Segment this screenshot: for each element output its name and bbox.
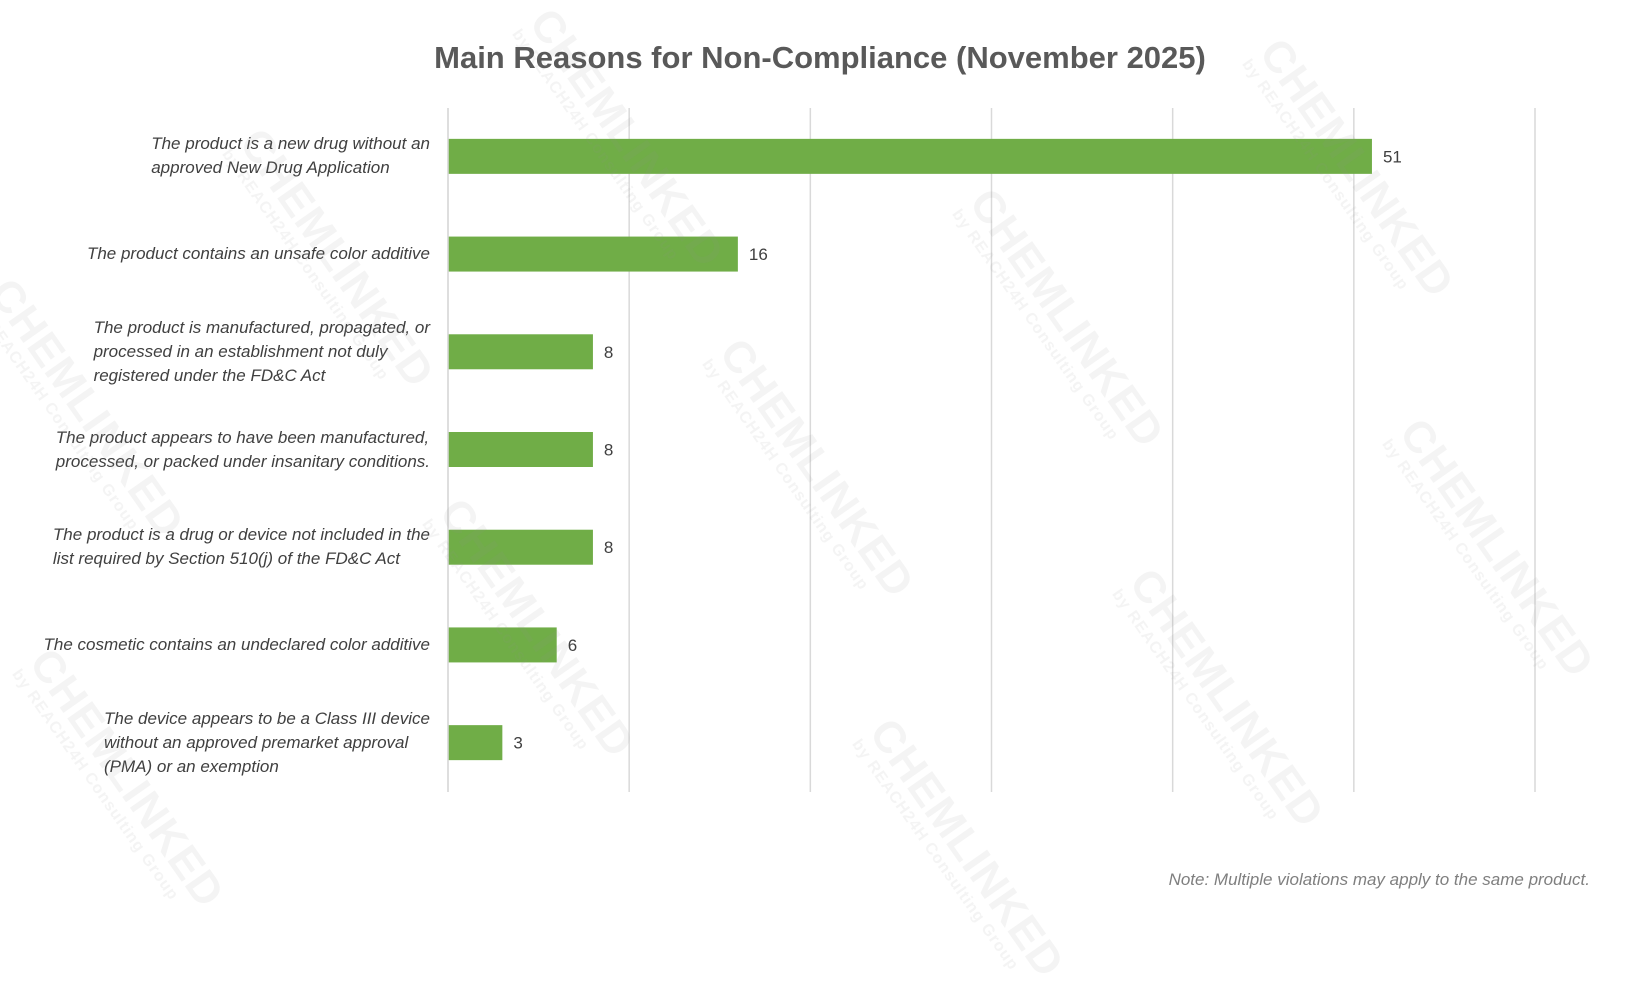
category-label: The product appears to have been manufac… <box>55 427 430 471</box>
bar <box>448 725 503 761</box>
bar <box>448 529 593 565</box>
data-label: 8 <box>604 538 613 557</box>
category-label: The cosmetic contains an undeclared colo… <box>43 634 431 654</box>
data-label: 16 <box>749 245 768 264</box>
data-label: 8 <box>604 441 613 460</box>
chart-note: Note: Multiple violations may apply to t… <box>1168 870 1590 889</box>
data-label: 51 <box>1383 147 1402 166</box>
bar <box>448 138 1372 174</box>
category-label: The product contains an unsafe color add… <box>86 244 430 264</box>
data-label: 6 <box>568 636 577 655</box>
chart-title: Main Reasons for Non-Compliance (Novembe… <box>434 40 1206 75</box>
category-label: The product is a drug or device not incl… <box>52 525 430 569</box>
bar <box>448 432 593 467</box>
category-label: The product is a new drug without an app… <box>151 134 430 178</box>
data-label: 3 <box>513 734 522 753</box>
data-label: 8 <box>604 343 613 362</box>
bar <box>448 334 593 370</box>
bar <box>448 627 557 663</box>
bar-chart: 51 16 8 8 8 6 3 <box>447 108 1536 792</box>
bar <box>448 236 738 272</box>
category-label: The device appears to be a Class III dev… <box>103 708 430 776</box>
category-label: The product is manufactured, propagated,… <box>93 317 430 385</box>
